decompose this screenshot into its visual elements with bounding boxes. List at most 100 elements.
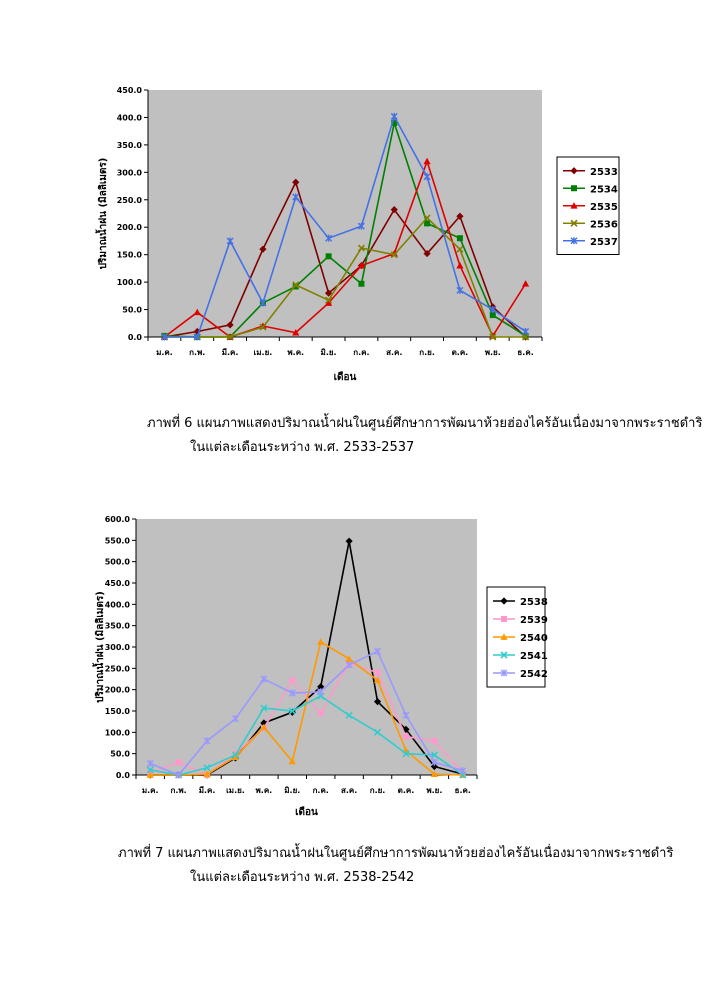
- y-tick-label: 500.0: [105, 558, 131, 567]
- data-point-2542: [317, 688, 325, 696]
- series-2542: [146, 647, 467, 779]
- data-point-2536: [357, 244, 365, 252]
- rainfall-chart-2533-2537: 0.0 50.0 100.0 150.0 200.0 250.0 300.0 350.0 400…: [95, 86, 620, 383]
- data-point-2537: [390, 112, 398, 120]
- data-point-2542: [402, 711, 410, 719]
- figure-6-caption-line2: ในแต่ละเดือนระหว่าง พ.ศ. 2533-2537: [190, 440, 415, 455]
- data-point-2542: [374, 647, 382, 655]
- data-point-2540: [345, 655, 353, 662]
- data-point-2541: [345, 711, 353, 719]
- data-point-2535: [292, 329, 300, 336]
- data-point-2542: [175, 771, 183, 779]
- data-point-2536: [292, 281, 300, 289]
- data-point-2536: [522, 333, 530, 341]
- y-tick-label: 400.0: [117, 113, 143, 122]
- data-point-2534: [424, 220, 431, 227]
- x-tick-label: ส.ค.: [341, 786, 357, 795]
- x-tick-label: มิ.ย.: [284, 786, 300, 795]
- data-point-2537: [522, 328, 530, 336]
- data-point-2542: [288, 689, 296, 697]
- x-tick-label: ก.ย.: [419, 348, 435, 357]
- data-point-2542: [146, 759, 154, 767]
- data-point-2537: [292, 193, 300, 201]
- data-point-2537: [325, 234, 333, 242]
- x-tick-label: ก.พ.: [189, 348, 205, 357]
- y-tick-label: 200.0: [105, 686, 131, 695]
- data-point-2536: [390, 251, 398, 259]
- x-axis-title: เดือน: [295, 806, 318, 818]
- legend-marker-2542: [500, 669, 508, 677]
- legend-marker-2539: [501, 616, 507, 622]
- x-tick-label: พ.ย.: [426, 786, 442, 795]
- data-point-2536: [423, 214, 431, 222]
- data-point-2534: [456, 235, 463, 242]
- legend-entry-2540: 2540: [493, 633, 548, 644]
- data-point-2535: [193, 308, 201, 316]
- x-tick-label: มิ.ย.: [321, 348, 337, 357]
- legend-label-2534: 2534: [590, 184, 618, 195]
- legend-entry-2533: 2533: [563, 167, 618, 178]
- y-tick-label: 50.0: [122, 306, 142, 315]
- data-point-2540: [317, 638, 325, 645]
- x-tick-label: ม.ค.: [142, 786, 159, 795]
- figure-6-caption-line1: ภาพที่ 6 แผนภาพแสดงปริมาณน้ำฝนในศูนย์ศึก…: [147, 416, 703, 431]
- y-tick-label: 300.0: [117, 168, 143, 177]
- legend-marker-2535: [570, 202, 578, 209]
- y-tick-label: 50.0: [110, 750, 130, 759]
- legend-entry-2542: 2542: [493, 669, 548, 680]
- data-point-2534: [358, 280, 365, 287]
- data-point-2533: [324, 289, 333, 297]
- data-point-2537: [423, 173, 431, 181]
- data-point-2541: [373, 728, 382, 736]
- data-point-2542: [430, 758, 438, 766]
- data-point-2539: [431, 737, 438, 744]
- data-point-2541: [402, 750, 410, 758]
- y-tick-label: 600.0: [105, 515, 131, 524]
- data-point-2534: [292, 283, 299, 290]
- data-point-2540: [430, 770, 438, 778]
- y-tick-label: 250.0: [105, 664, 131, 673]
- legend-marker-2537: [570, 237, 578, 245]
- x-axis-title: เดือน: [334, 371, 357, 383]
- series-line-2535: [163, 158, 527, 338]
- data-point-2538: [402, 725, 410, 733]
- legend-label-2536: 2536: [590, 219, 618, 230]
- data-point-2536: [456, 245, 464, 253]
- legend-marker-2533: [570, 167, 578, 175]
- data-point-2533: [292, 178, 300, 186]
- data-point-2542: [203, 737, 211, 745]
- legend-marker-2538: [500, 597, 508, 605]
- y-tick-label: 200.0: [117, 223, 143, 232]
- x-tick-label: พ.ย.: [485, 348, 501, 357]
- x-tick-label: เม.ย.: [226, 786, 245, 795]
- data-point-2541: [146, 766, 154, 774]
- series-line-2533: [164, 180, 527, 338]
- data-point-2541: [430, 751, 438, 759]
- data-point-2541: [288, 707, 296, 715]
- x-tick-label: ก.ย.: [370, 786, 386, 795]
- y-tick-label: 100.0: [105, 728, 131, 737]
- figure-7-caption-line2: ในแต่ละเดือนระหว่าง พ.ศ. 2538-2542: [190, 870, 415, 885]
- data-point-2539: [317, 710, 324, 717]
- y-tick-label: 100.0: [117, 278, 143, 287]
- data-point-2539: [374, 669, 381, 676]
- legend-marker-2534: [571, 185, 577, 192]
- data-point-2540: [288, 757, 296, 765]
- y-axis-title: ปริมาณน้ำฝน (มิลลิเมตร): [95, 158, 109, 270]
- data-point-2542: [459, 767, 467, 775]
- x-tick-label: ต.ค.: [398, 786, 415, 795]
- y-tick-label: 550.0: [105, 536, 131, 545]
- legend-marker-2541: [500, 651, 508, 659]
- data-point-2540: [373, 676, 382, 684]
- figure-7-caption-line1: ภาพที่ 7 แผนภาพแสดงปริมาณน้ำฝนในศูนย์ศึก…: [118, 846, 674, 861]
- plot-area: [136, 519, 477, 775]
- data-point-2539: [289, 677, 296, 684]
- data-point-2540: [203, 770, 211, 778]
- data-point-2541: [260, 704, 268, 712]
- legend-marker-2536: [570, 219, 578, 227]
- y-tick-label: 0.0: [128, 333, 143, 342]
- x-tick-label: ส.ค.: [386, 348, 402, 357]
- y-tick-label: 150.0: [105, 707, 131, 716]
- data-point-2537: [259, 299, 267, 307]
- x-tick-label: พ.ค.: [287, 348, 304, 357]
